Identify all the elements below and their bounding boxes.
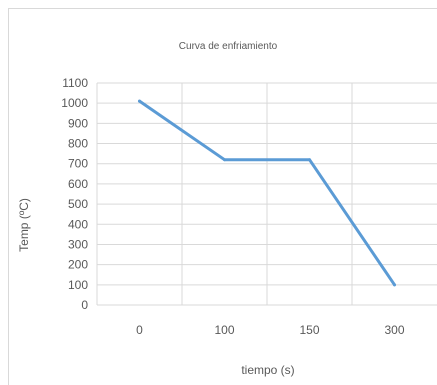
tick-layer: 0 100 200 300 400 500 600 700 800 900 1000 1100 0 100… bbox=[61, 76, 405, 337]
grid-layer bbox=[96, 82, 437, 306]
y-tick-label: 200 bbox=[68, 258, 88, 272]
x-tick-label: 150 bbox=[299, 323, 319, 337]
y-tick-label: 900 bbox=[68, 116, 88, 130]
y-tick-label: 300 bbox=[68, 237, 88, 251]
data-point bbox=[308, 158, 311, 162]
x-tick-label: 100 bbox=[214, 323, 234, 337]
y-tick-label: 1000 bbox=[61, 96, 88, 110]
x-tick-label: 300 bbox=[384, 323, 404, 337]
data-point bbox=[138, 99, 141, 103]
series-line bbox=[138, 99, 396, 287]
chart-frame bbox=[8, 8, 437, 385]
data-point bbox=[393, 283, 396, 287]
y-tick-label: 700 bbox=[68, 157, 88, 171]
y-tick-label: 600 bbox=[68, 177, 88, 191]
series-layer bbox=[138, 99, 396, 287]
y-tick-label: 1100 bbox=[62, 76, 88, 90]
x-tick-label: 0 bbox=[136, 323, 143, 337]
y-tick-label: 100 bbox=[68, 278, 88, 292]
x-axis-label: tiempo (s) bbox=[241, 363, 294, 377]
y-tick-label: 800 bbox=[68, 137, 88, 151]
y-axis-label: Temp (ºC) bbox=[17, 198, 31, 252]
y-tick-label: 0 bbox=[81, 298, 88, 312]
y-tick-label: 400 bbox=[68, 217, 88, 231]
chart-title: Curva de enfriamiento bbox=[179, 41, 278, 52]
data-point bbox=[223, 158, 226, 162]
y-tick-label: 500 bbox=[68, 197, 88, 211]
